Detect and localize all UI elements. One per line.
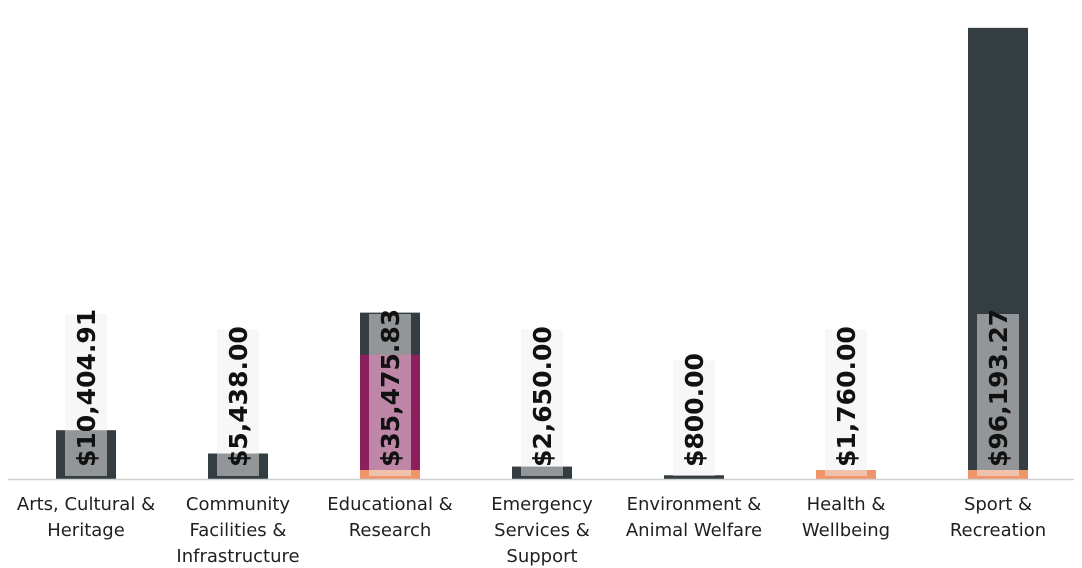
category-label: Educational & Research [327,494,452,541]
value-label-background [217,329,259,476]
value-label: $10,404.91 [72,309,101,467]
value-label: $2,650.00 [528,326,557,467]
value-label-background [977,314,1019,476]
value-label-background [825,329,867,476]
bars-layer: $10,404.91 $5,438.00 $35,475.83 $2,650.00 $8… [56,27,1028,479]
category-label: Health & Wellbeing [802,494,890,541]
category-label: Emergency Services & Support [491,494,593,567]
value-label-background [369,314,411,476]
value-label-background [673,360,715,476]
value-label-background [521,329,563,476]
value-label: $5,438.00 [224,326,253,467]
bar [664,475,724,479]
category-label: Arts, Cultural & Heritage [17,494,155,541]
value-label-background [65,314,107,476]
category-label: Community Facilities & Infrastructure [176,494,299,567]
value-label: $35,475.83 [376,309,405,467]
value-label: $800.00 [680,353,709,467]
value-label: $96,193.27 [984,309,1013,467]
category-labels: Arts, Cultural & Heritage Community Facilit… [17,494,1046,567]
category-label: Environment & Animal Welfare [626,494,762,541]
value-label: $1,760.00 [832,326,861,467]
category-label: Sport & Recreation [950,494,1046,541]
